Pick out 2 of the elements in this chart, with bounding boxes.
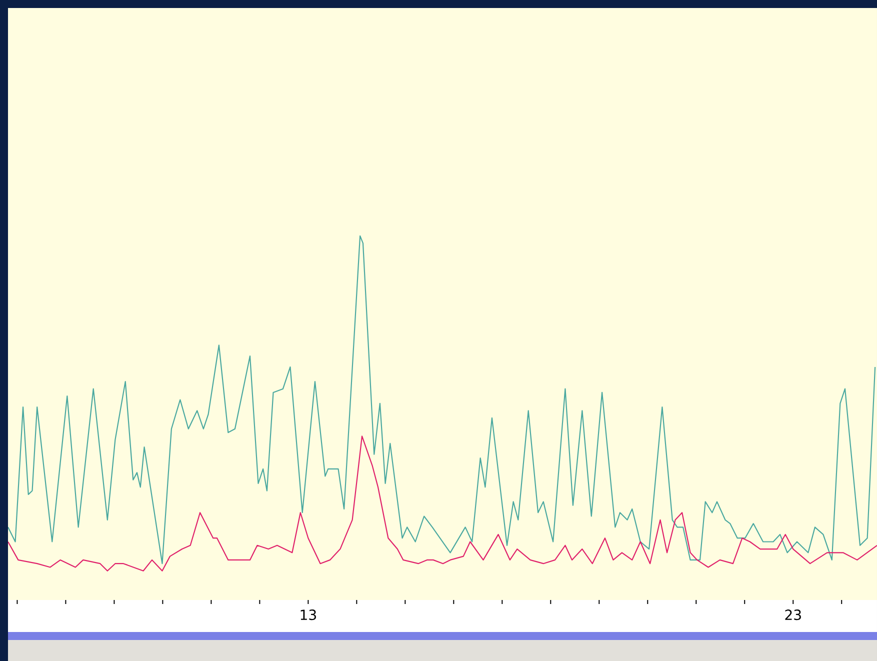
x-tick-label: 23 — [785, 610, 801, 620]
x-tick-label: 13 — [300, 610, 316, 620]
